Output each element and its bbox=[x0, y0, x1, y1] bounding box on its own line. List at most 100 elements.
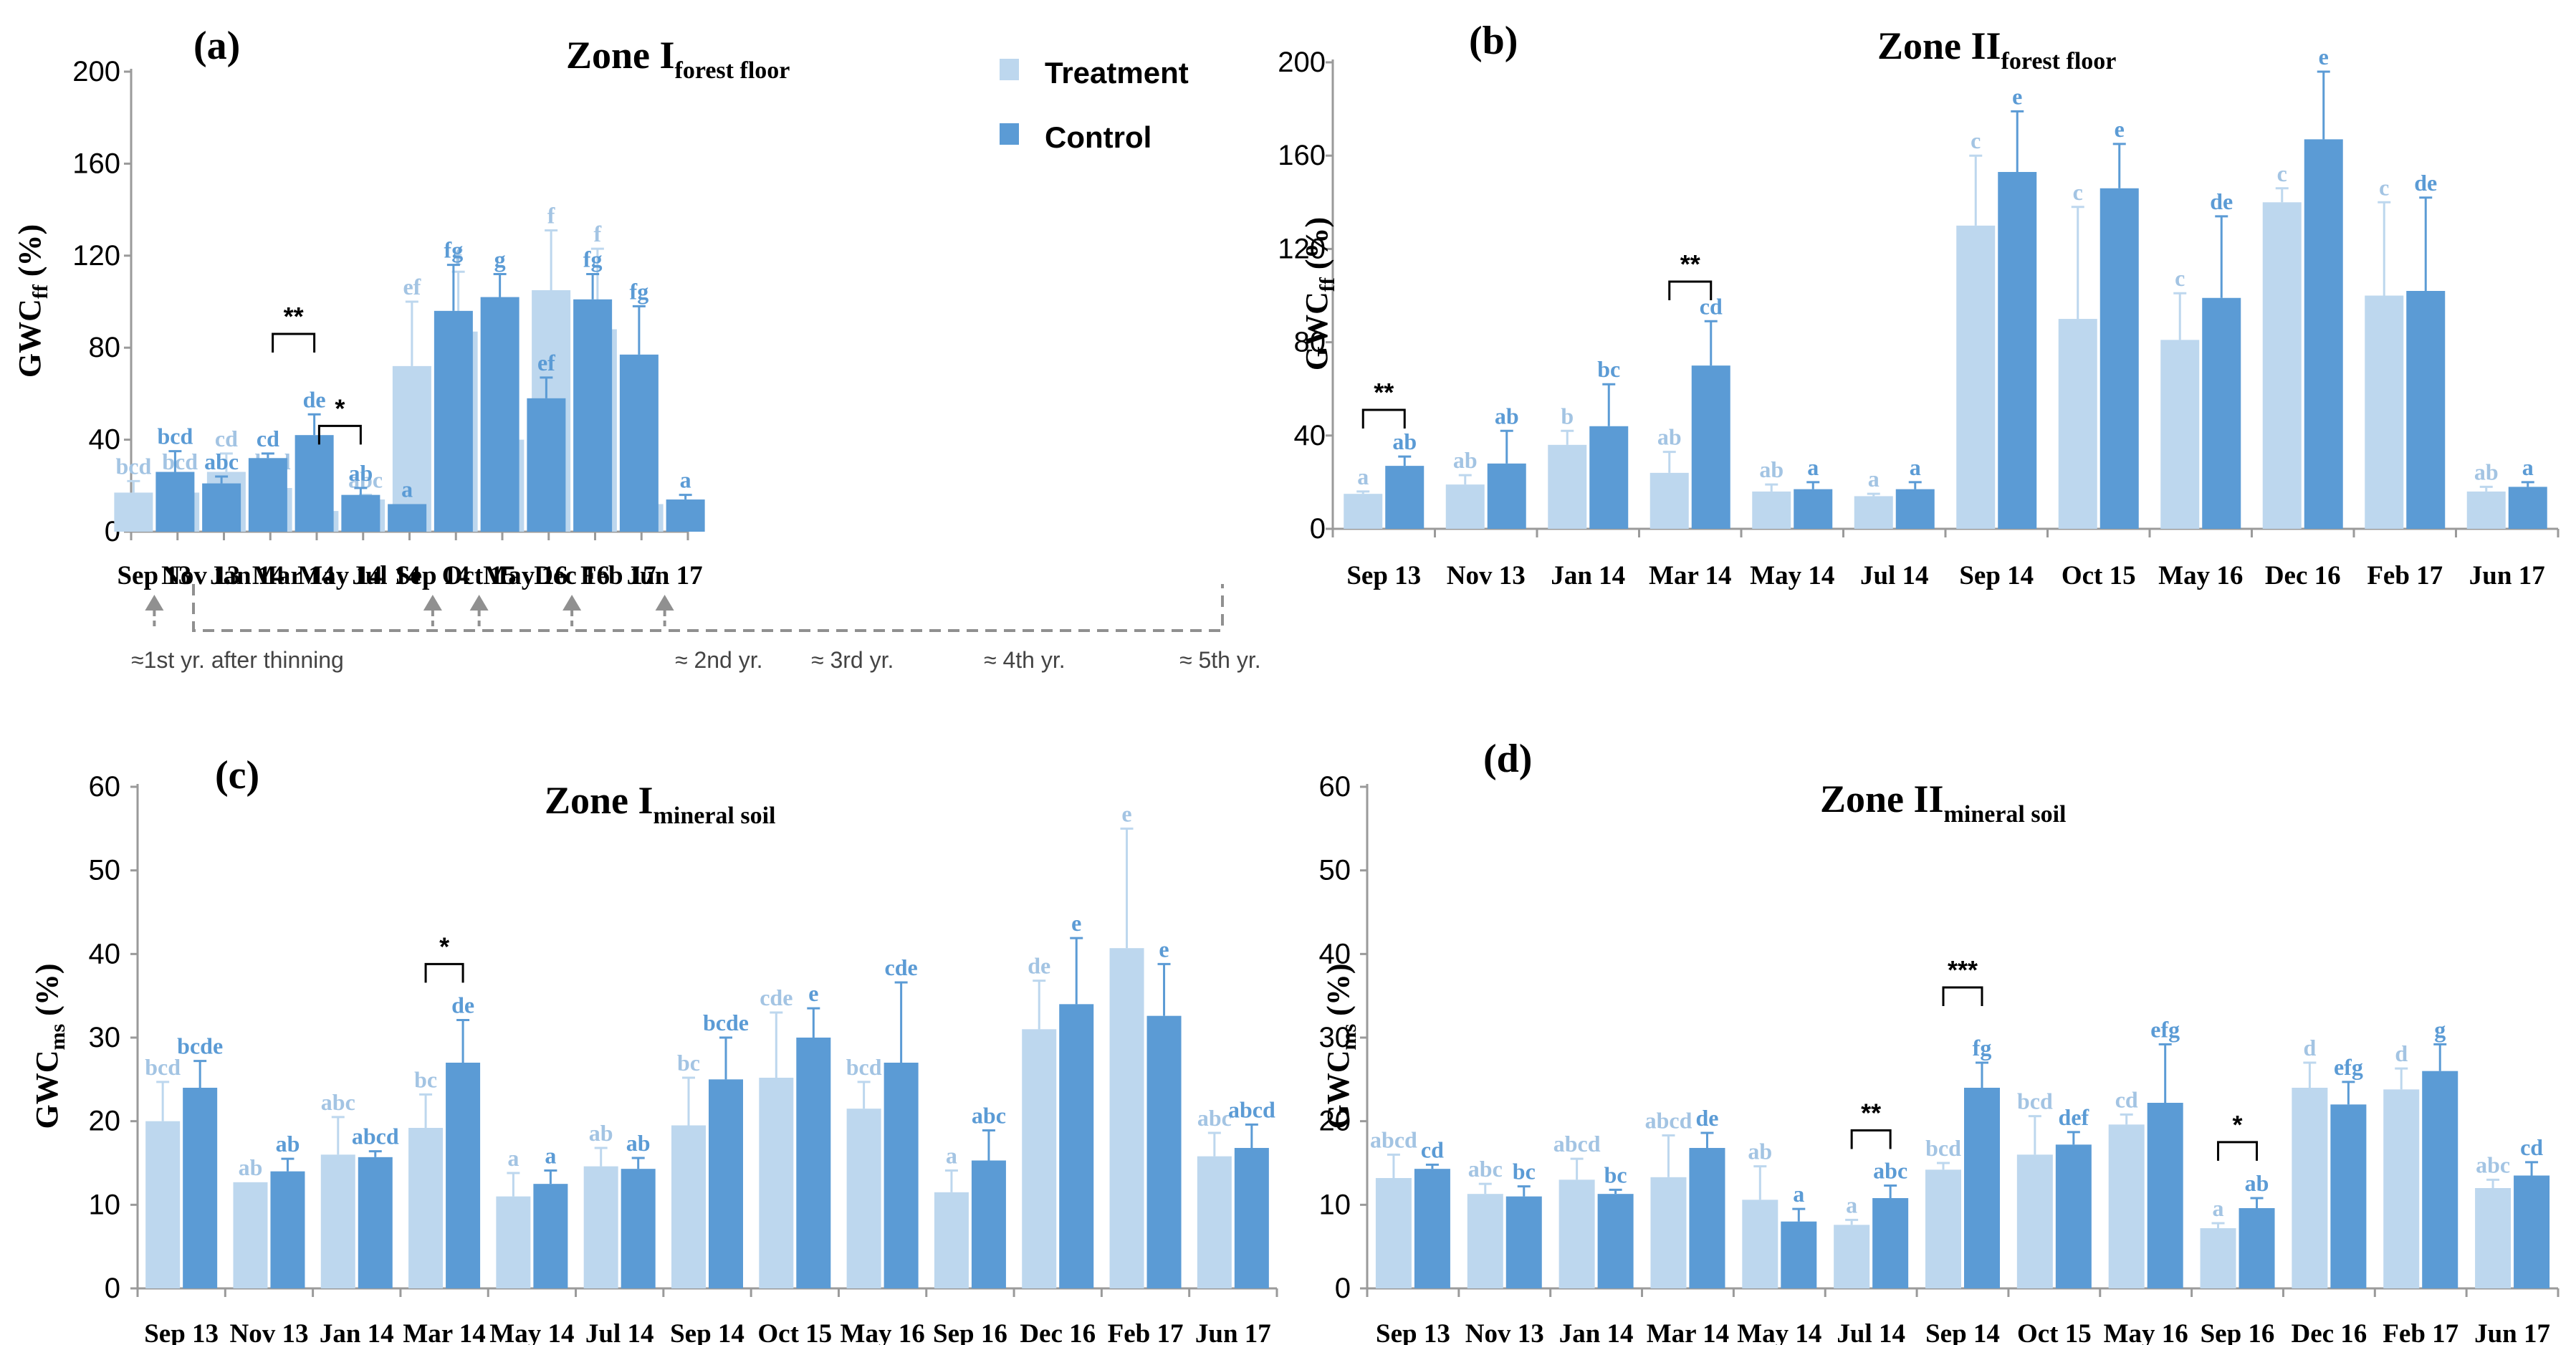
x-tick-label: Dec 16 bbox=[534, 561, 610, 590]
x-tick-label: Nov 13 bbox=[1447, 561, 1526, 590]
bar-treatment bbox=[2016, 1154, 2053, 1288]
significance-letter: cde bbox=[760, 985, 793, 1010]
x-tick-label: Mar 14 bbox=[252, 561, 335, 590]
bar-control bbox=[248, 458, 287, 532]
bar-control bbox=[2330, 1104, 2367, 1288]
significance-letter: e bbox=[1071, 910, 1081, 936]
x-tick-label: Sep 13 bbox=[144, 1319, 219, 1345]
significance-letter: abc bbox=[204, 449, 239, 474]
panel-label: (b) bbox=[1469, 19, 1518, 63]
timeline-label-2nd-yr: ≈ 2nd yr. bbox=[675, 647, 763, 673]
bar-treatment bbox=[2160, 340, 2200, 529]
y-tick-label: 40 bbox=[1319, 938, 1351, 970]
significance-letter: ab bbox=[2245, 1170, 2269, 1196]
x-tick-label: Jul 14 bbox=[1837, 1319, 1905, 1345]
y-axis-label: GWCff (%) bbox=[12, 224, 52, 378]
timeline-marker-arrow bbox=[145, 595, 164, 611]
bar-treatment bbox=[1925, 1169, 1961, 1288]
bar-control bbox=[796, 1038, 831, 1288]
significance-letter: cd bbox=[2520, 1134, 2543, 1160]
significance-stars: *** bbox=[1948, 955, 1978, 985]
significance-letter: g bbox=[2434, 1016, 2446, 1042]
significance-letter: cd bbox=[257, 426, 279, 451]
bar-treatment bbox=[2108, 1124, 2145, 1288]
bar-control bbox=[1505, 1196, 1542, 1288]
x-tick-label: May 14 bbox=[1750, 561, 1834, 590]
significance-bracket bbox=[317, 424, 362, 445]
x-tick-label: May 14 bbox=[297, 561, 382, 590]
bar-treatment bbox=[846, 1109, 881, 1288]
x-tick-label: Sep 13 bbox=[1376, 1319, 1450, 1345]
x-tick-label: Jul 14 bbox=[585, 1319, 654, 1345]
bar-treatment bbox=[1558, 1179, 1595, 1288]
x-tick-label: May 16 bbox=[841, 1319, 925, 1345]
significance-letter: fg bbox=[1973, 1035, 1992, 1061]
bar-treatment bbox=[2475, 1188, 2512, 1288]
bar-control bbox=[388, 504, 427, 532]
significance-letter: bc bbox=[1513, 1159, 1536, 1184]
bar-control bbox=[1691, 365, 1730, 529]
significance-letter: e bbox=[2012, 83, 2022, 109]
chart-title: Zone IImineral soil bbox=[1820, 777, 2066, 828]
significance-bracket bbox=[1668, 280, 1713, 300]
significance-letter: cd bbox=[215, 426, 238, 451]
y-tick-label: 200 bbox=[72, 56, 120, 87]
x-tick-label: Sep 13 bbox=[1346, 561, 1421, 590]
bar-control bbox=[1385, 466, 1425, 529]
x-tick-label: Sep 14 bbox=[396, 561, 470, 590]
significance-letter: f bbox=[547, 202, 555, 228]
x-tick-label: Mar 14 bbox=[1649, 561, 1731, 590]
significance-stars: * bbox=[2233, 1110, 2243, 1139]
significance-letter: a bbox=[946, 1143, 957, 1169]
y-tick-label: 120 bbox=[1278, 233, 1326, 264]
bar-control bbox=[573, 299, 613, 532]
bar-control bbox=[1234, 1148, 1269, 1288]
x-tick-label: Sep 16 bbox=[933, 1319, 1007, 1345]
significance-letter: bc bbox=[1597, 356, 1620, 382]
significance-letter: bcd bbox=[157, 423, 193, 449]
panel-label: (a) bbox=[193, 24, 240, 68]
significance-letter: ab bbox=[1453, 447, 1478, 473]
x-tick-label: Nov 13 bbox=[229, 1319, 308, 1345]
x-tick-label: Sep 13 bbox=[117, 561, 191, 590]
significance-letter: ab bbox=[1495, 403, 1519, 429]
bar-control bbox=[2406, 290, 2446, 529]
significance-letter: f bbox=[454, 244, 462, 269]
x-tick-label: May 14 bbox=[1737, 1319, 1821, 1345]
bar-control bbox=[446, 1063, 481, 1288]
significance-letter: ab bbox=[1759, 456, 1783, 482]
bar-control bbox=[1781, 1221, 1817, 1288]
bar-treatment bbox=[1197, 1156, 1232, 1288]
bar-treatment bbox=[1956, 225, 1996, 529]
timeline-label-4th-yr: ≈ 4th yr. bbox=[984, 647, 1066, 673]
y-tick-label: 160 bbox=[1278, 140, 1326, 171]
bar-treatment bbox=[2292, 1088, 2328, 1288]
y-tick-label: 200 bbox=[1278, 47, 1326, 78]
bar-treatment bbox=[233, 1182, 268, 1288]
timeline-marker-arrow bbox=[562, 595, 582, 611]
bar-control bbox=[2422, 1071, 2458, 1288]
x-tick-label: May 16 bbox=[483, 561, 568, 590]
significance-letter: a bbox=[1868, 466, 1880, 492]
legend-swatch-control bbox=[1000, 123, 1019, 145]
significance-letter: ab bbox=[1748, 1139, 1772, 1164]
bar-control bbox=[621, 1169, 656, 1288]
bar-control bbox=[1414, 1169, 1450, 1288]
significance-letter: a bbox=[1793, 1181, 1804, 1207]
x-tick-label: Feb 17 bbox=[580, 561, 656, 590]
significance-letter: a bbox=[545, 1143, 556, 1169]
bar-treatment bbox=[583, 1166, 618, 1288]
bar-treatment bbox=[145, 1121, 181, 1288]
significance-letter: abc bbox=[1468, 1156, 1503, 1182]
x-tick-label: Oct 15 bbox=[757, 1319, 832, 1345]
significance-letter: g bbox=[494, 246, 506, 272]
significance-letter: abc bbox=[321, 1089, 355, 1115]
bar-control bbox=[1895, 489, 1935, 529]
significance-letter: d bbox=[2395, 1040, 2408, 1066]
x-tick-label: Mar 14 bbox=[1647, 1319, 1729, 1345]
bar-control bbox=[2508, 487, 2547, 529]
panel-label: (c) bbox=[215, 753, 259, 798]
x-tick-label: May 16 bbox=[2104, 1319, 2188, 1345]
chart-title: Zone IIforest floor bbox=[1877, 24, 2116, 75]
